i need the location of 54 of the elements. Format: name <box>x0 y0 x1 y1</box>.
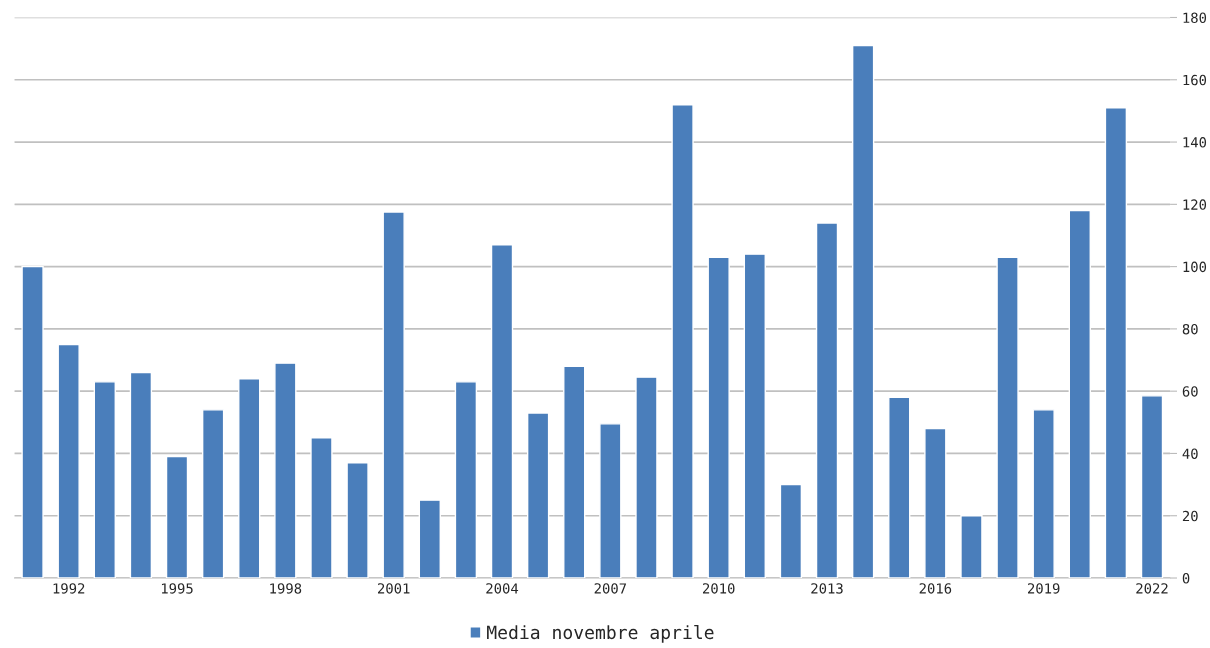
bar <box>996 256 1019 579</box>
bar <box>454 381 478 579</box>
bar <box>310 437 333 579</box>
x-tick-label: 2016 <box>919 583 952 594</box>
bar <box>888 396 911 579</box>
bar <box>1140 395 1164 579</box>
x-tick-label: 2022 <box>1136 583 1168 594</box>
y-tick-label: 120 <box>1183 199 1207 210</box>
bar <box>707 256 730 579</box>
bar <box>490 244 514 579</box>
y-tick-label: 60 <box>1182 386 1198 397</box>
legend-label: Media novembre aprile <box>487 625 714 643</box>
x-tick-label: 2004 <box>486 583 519 594</box>
y-tick-label: 20 <box>1182 510 1198 522</box>
y-tick-label: 100 <box>1183 261 1207 273</box>
bar <box>743 253 766 579</box>
y-tick-label: 0 <box>1182 573 1190 584</box>
bar <box>1032 409 1055 579</box>
bar <box>346 462 369 579</box>
x-tick-label: 2007 <box>594 583 627 594</box>
bar <box>201 409 225 579</box>
bar <box>57 343 80 579</box>
bar <box>671 103 694 579</box>
bar <box>418 499 441 579</box>
bar <box>1068 209 1091 579</box>
bar <box>924 427 947 579</box>
bar <box>960 515 983 579</box>
bar <box>851 44 875 579</box>
bar <box>274 362 297 579</box>
bar <box>599 423 622 579</box>
y-tick-label: 140 <box>1183 137 1207 148</box>
bar <box>165 455 189 579</box>
y-tick-label: 40 <box>1182 448 1198 459</box>
x-tick-label: 2001 <box>377 583 410 594</box>
bar <box>21 265 44 579</box>
x-tick-label: 2010 <box>702 583 735 594</box>
x-tick-label: 2013 <box>811 583 843 594</box>
bar <box>129 371 153 579</box>
x-tick-label: 1992 <box>53 583 85 594</box>
bar <box>563 365 586 579</box>
x-tick-label: 1998 <box>270 583 302 594</box>
y-tick-label: 180 <box>1183 12 1207 24</box>
y-tick-label: 80 <box>1182 323 1198 335</box>
bar <box>382 211 405 579</box>
y-tick-label: 160 <box>1183 74 1207 86</box>
bar <box>1104 107 1128 579</box>
x-tick-label: 1995 <box>161 583 193 594</box>
bar <box>238 378 261 579</box>
bar <box>779 483 803 579</box>
bar <box>815 222 839 579</box>
x-tick-label: 2019 <box>1027 583 1060 594</box>
bar <box>635 376 658 579</box>
bar <box>526 412 550 579</box>
bar <box>93 381 116 579</box>
